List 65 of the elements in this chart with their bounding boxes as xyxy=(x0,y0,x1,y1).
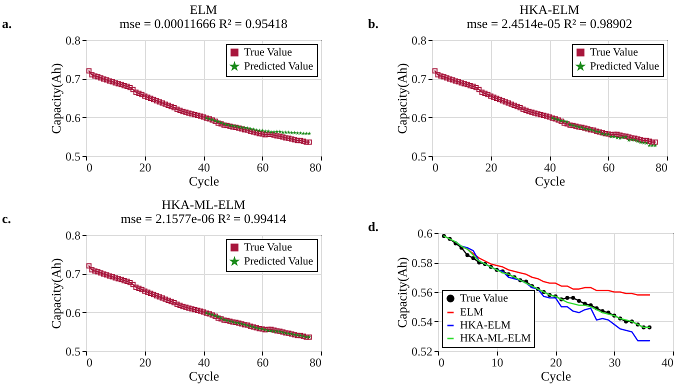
chart-title: ELM xyxy=(190,2,218,17)
x-tick-label: 20 xyxy=(485,160,498,174)
chart-subtitle: mse = 2.4514e-05 R² = 0.98902 xyxy=(466,16,632,31)
x-tick-label: 30 xyxy=(608,356,621,370)
y-tick-label: 0.6 xyxy=(66,110,80,125)
y-tick-label: 0.58 xyxy=(412,256,432,270)
x-tick-label: 20 xyxy=(139,160,152,174)
y-tick-label: 0.5 xyxy=(66,150,80,164)
y-axis-title: Capacity(Ah) xyxy=(48,63,64,134)
y-tick-label: 0.56 xyxy=(412,286,432,300)
y-axis-title: Capacity(Ah) xyxy=(48,258,64,329)
legend-label: True Value xyxy=(244,46,292,58)
text: c. xyxy=(2,211,12,227)
legend-label: ELM xyxy=(460,306,484,318)
y-tick-label: 0.5 xyxy=(66,344,80,358)
y-tick-label: 0.6 xyxy=(418,226,432,240)
x-tick-label: 40 xyxy=(544,160,556,174)
y-tick-label: 0.7 xyxy=(66,267,80,282)
legend-label: Predicted Value xyxy=(590,60,660,72)
text: a. xyxy=(2,16,12,32)
y-tick-label: 0.8 xyxy=(66,228,80,242)
x-tick-label: 40 xyxy=(662,356,674,370)
y-tick-label: 0.8 xyxy=(66,34,80,48)
chart-subtitle: mse = 0.00011666 R² = 0.95418 xyxy=(120,16,288,31)
y-axis-title: Capacity(Ah) xyxy=(394,257,410,328)
chart-title: HKA-ML-ELM xyxy=(162,197,246,212)
x-tick-label: 40 xyxy=(198,160,210,174)
x-tick-label: 0 xyxy=(86,356,92,370)
legend-label: HKA-ELM xyxy=(460,320,511,332)
y-tick-label: 0.5 xyxy=(412,150,426,164)
chart-title: HKA-ELM xyxy=(520,2,580,17)
chart-subtitle: mse = 2.1577e-06 R² = 0.99414 xyxy=(120,211,287,226)
y-tick-label: 0.6 xyxy=(412,110,426,125)
x-tick-label: 0 xyxy=(432,160,438,174)
x-axis-title: Cycle xyxy=(188,368,220,384)
y-tick-label: 0.8 xyxy=(412,34,426,48)
y-tick-label: 0.7 xyxy=(66,72,80,86)
y-tick-label: 0.54 xyxy=(412,315,432,329)
x-tick-label: 0 xyxy=(438,356,444,370)
legend-label: True Value xyxy=(244,242,292,254)
x-tick-label: 60 xyxy=(602,160,615,174)
x-tick-label: 0 xyxy=(86,160,92,174)
y-axis-title: Capacity(Ah) xyxy=(394,63,410,134)
x-tick-label: 80 xyxy=(656,160,668,174)
y-tick-label: 0.7 xyxy=(412,72,426,86)
x-axis-title: Cycle xyxy=(534,174,566,188)
legend-label: True Value xyxy=(460,292,508,304)
legend-label: True Value xyxy=(590,46,638,58)
x-tick-label: 20 xyxy=(139,356,152,370)
legend-label: HKA-ML-ELM xyxy=(460,332,532,344)
x-tick-label: 40 xyxy=(198,356,210,370)
x-tick-label: 80 xyxy=(310,356,322,370)
y-tick-label: 0.6 xyxy=(66,306,80,320)
x-axis-title: Cycle xyxy=(540,368,572,384)
x-tick-label: 10 xyxy=(491,356,504,370)
x-tick-label: 80 xyxy=(310,160,322,174)
x-tick-label: 60 xyxy=(256,160,269,174)
y-tick-label: 0.52 xyxy=(412,344,432,358)
text: d. xyxy=(368,219,378,235)
x-tick-label: 20 xyxy=(550,356,562,370)
x-axis-title: Cycle xyxy=(188,174,220,188)
text: b. xyxy=(368,16,378,32)
x-tick-label: 60 xyxy=(256,356,269,370)
legend-label: Predicted Value xyxy=(244,256,314,268)
legend-label: Predicted Value xyxy=(244,60,314,72)
